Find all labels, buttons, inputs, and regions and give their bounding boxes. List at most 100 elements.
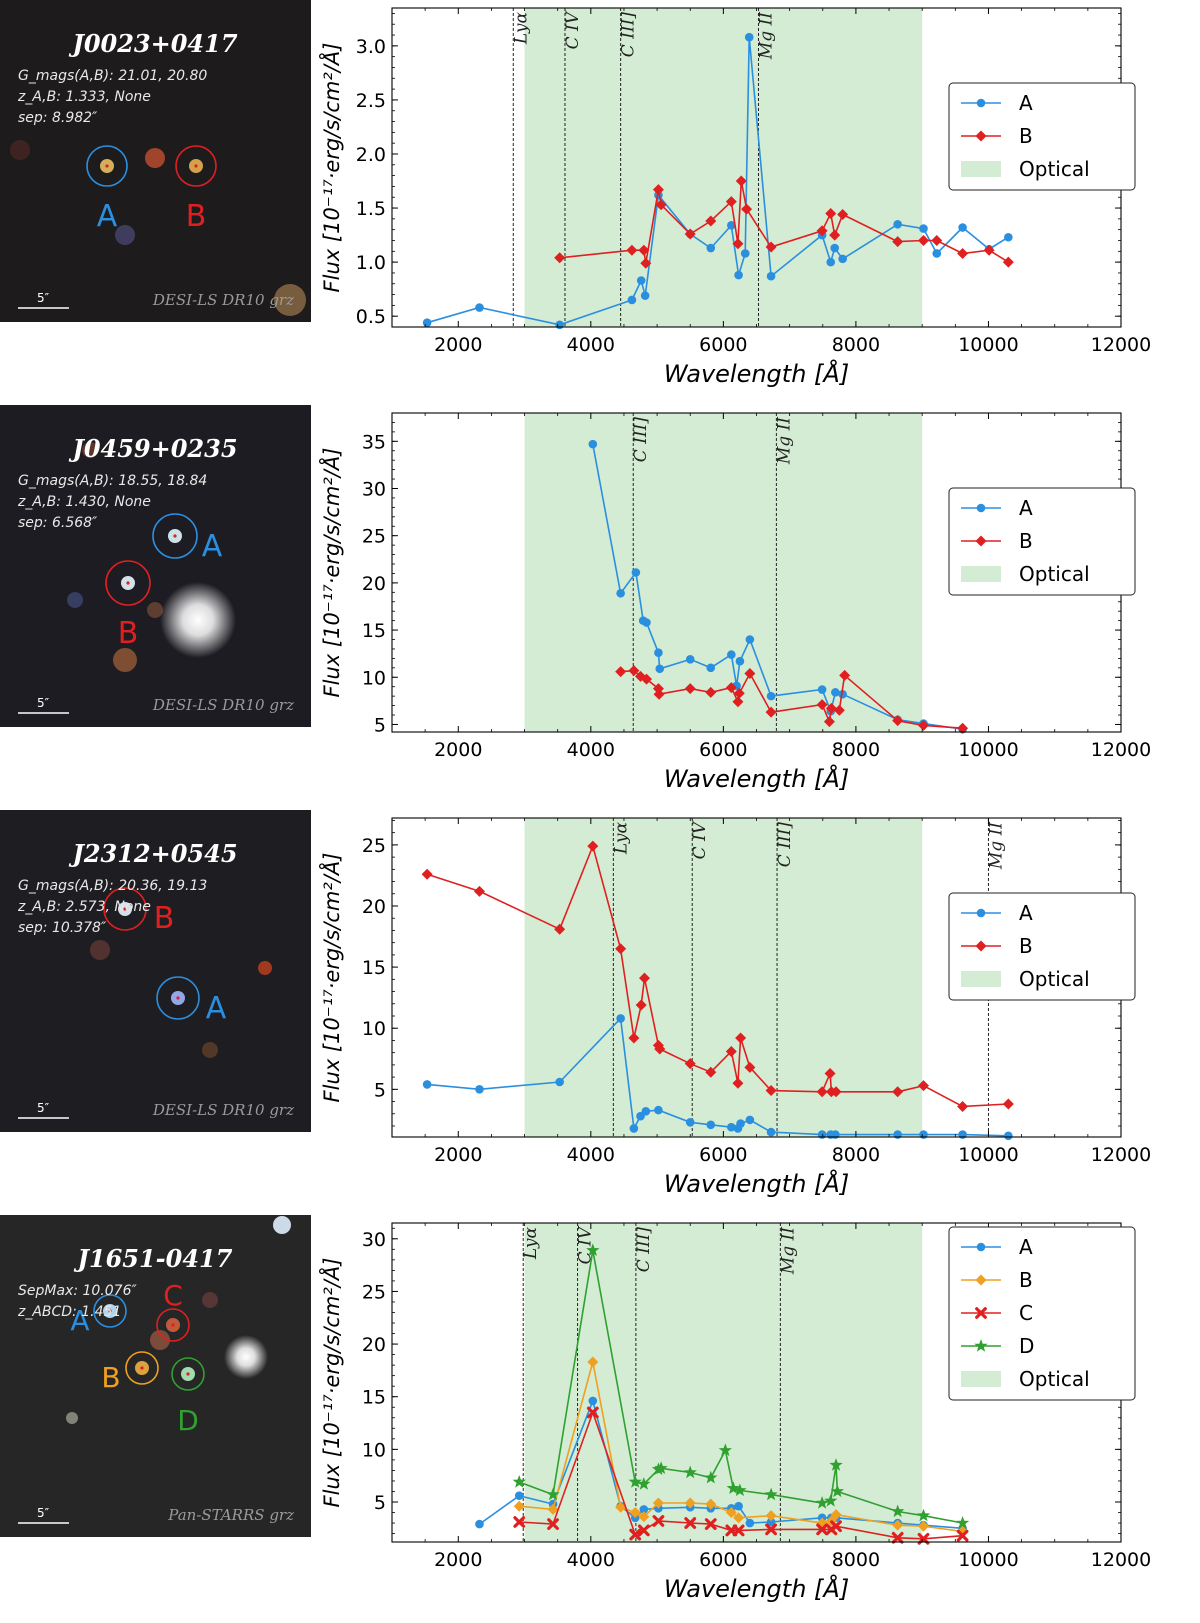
data-point-b [1002, 1098, 1014, 1110]
legend: ABCD Optical [948, 1226, 1136, 1401]
panel-j2312: B A J2312+0545 G_mags(A,B): 20.36, 19.13 z_A… [0, 810, 1200, 1215]
survey-label: DESI-LS DR10 grz [152, 1101, 294, 1119]
data-point-b [513, 1500, 525, 1512]
background-sources [10, 140, 306, 316]
y-tick-label: 1.5 [356, 198, 386, 220]
data-point-b [615, 666, 627, 678]
data-point-d [726, 1481, 740, 1494]
target-info-line: G_mags(A,B): 21.01, 20.80 [18, 68, 207, 84]
data-point-d [683, 1465, 697, 1479]
target-title: J2312+0545 [68, 839, 237, 868]
data-point-c [547, 1518, 559, 1531]
faint-source [66, 1412, 78, 1424]
x-tick-label: 2000 [434, 739, 482, 761]
legend-label: Optical [1019, 157, 1090, 181]
data-point-a [745, 1518, 755, 1528]
source-center-marker [171, 1323, 175, 1327]
faint-source [150, 1330, 170, 1350]
data-point-b [684, 683, 696, 695]
data-point-a [685, 1118, 695, 1127]
faint-source [145, 148, 165, 168]
emission-line-label: Mg II [778, 1227, 798, 1275]
data-point-a [740, 249, 750, 258]
data-point-d [628, 1475, 642, 1488]
y-tick-label: 15 [362, 1387, 386, 1409]
data-point-c [830, 1520, 842, 1533]
x-tick-label: 10000 [958, 1549, 1018, 1571]
data-point-b [732, 238, 744, 250]
x-tick-label: 2000 [434, 1144, 482, 1166]
data-point-a [627, 295, 637, 305]
data-point-c [891, 1531, 904, 1544]
legend-marker [975, 1307, 987, 1319]
source-label-b: B [101, 1361, 120, 1394]
data-point-b [587, 1356, 599, 1368]
sky-image-j0023: A B J0023+0417 G_mags(A,B): 21.01, 20.80 z_A… [0, 0, 311, 322]
data-point-b [816, 699, 828, 711]
data-point-b [957, 722, 969, 734]
data-point-a [826, 257, 836, 267]
data-point-b [765, 706, 777, 718]
bright-star [160, 582, 236, 658]
x-tick-label: 4000 [567, 1549, 615, 1571]
optical-band [524, 413, 923, 732]
emission-line-label: Mg II [774, 417, 794, 465]
data-point-a [735, 656, 745, 666]
data-point-b [652, 683, 664, 695]
legend-marker [975, 940, 987, 952]
data-point-b [473, 885, 485, 897]
faint-source [113, 648, 137, 672]
data-point-b [918, 1520, 930, 1532]
optical-band [524, 8, 923, 327]
source-center-marker [105, 164, 109, 168]
faint-source [115, 225, 135, 245]
flux-plot-j0459: C III] Mg II 2000 4000 6000 8000 10000 12000 5 10… [311, 405, 1200, 810]
data-point-a [555, 320, 564, 330]
faint-source [147, 602, 163, 618]
scale-bar-label: 5″ [37, 1506, 50, 1520]
data-point-b [684, 1497, 696, 1509]
data-point-a [736, 1119, 745, 1128]
emission-lines: C III] Mg II [631, 413, 794, 732]
x-tick-label: 2000 [434, 1549, 482, 1571]
series-b [513, 1356, 969, 1537]
target-info-line: sep: 6.568″ [18, 515, 98, 531]
source-center-marker [140, 1366, 144, 1370]
data-point-b [626, 244, 638, 256]
data-point-a [838, 689, 847, 699]
data-point-b [765, 241, 777, 253]
data-point-a [642, 618, 651, 627]
source-ring-a [152, 513, 198, 559]
sky-image-j1651: A C B D J1651-0417 SepMax: 10.076″ z_ABCD: 1.4… [0, 1215, 311, 1537]
y-tick-label: 25 [362, 1281, 386, 1303]
y-axis-label: Flux [10⁻¹⁷·erg/s/cm²/Å] [318, 43, 344, 293]
chart-svg: C III] Mg II 2000 4000 6000 8000 10000 12000 5 10… [318, 412, 1151, 793]
data-point-b [705, 1066, 717, 1078]
sky-background [0, 405, 311, 727]
data-point-c [652, 1515, 665, 1527]
data-point-b [918, 1080, 930, 1092]
emission-lines: Lyα C IV C III] Mg II [611, 818, 1006, 1137]
faint-source [90, 940, 110, 960]
legend-label: A [1019, 496, 1033, 520]
source-center-marker [108, 1309, 112, 1313]
y-tick-label: 15 [362, 957, 386, 979]
faint-source [10, 140, 30, 160]
x-tick-label: 10000 [958, 739, 1018, 761]
data-point-b [735, 1032, 747, 1044]
source-label-a: A [202, 529, 223, 564]
faint-source [82, 442, 98, 458]
data-point-b [652, 1497, 664, 1509]
data-point-a [958, 223, 967, 232]
source-label-b: B [118, 616, 139, 651]
source-label-a: A [70, 1304, 89, 1337]
data-point-b [918, 719, 930, 731]
sky-image-j0459: A B J0459+0235 G_mags(A,B): 18.55, 18.84 z_A… [0, 405, 311, 727]
sky-image-svg: A B J0459+0235 G_mags(A,B): 18.55, 18.84 z_A… [0, 405, 311, 727]
legend: AB Optical [948, 82, 1136, 191]
data-point-b [816, 225, 828, 237]
data-point-a [706, 243, 716, 253]
data-point-a [831, 1130, 840, 1139]
x-axis: 2000 4000 6000 8000 10000 12000 [391, 1223, 1151, 1571]
source-ring-c [156, 1308, 190, 1342]
